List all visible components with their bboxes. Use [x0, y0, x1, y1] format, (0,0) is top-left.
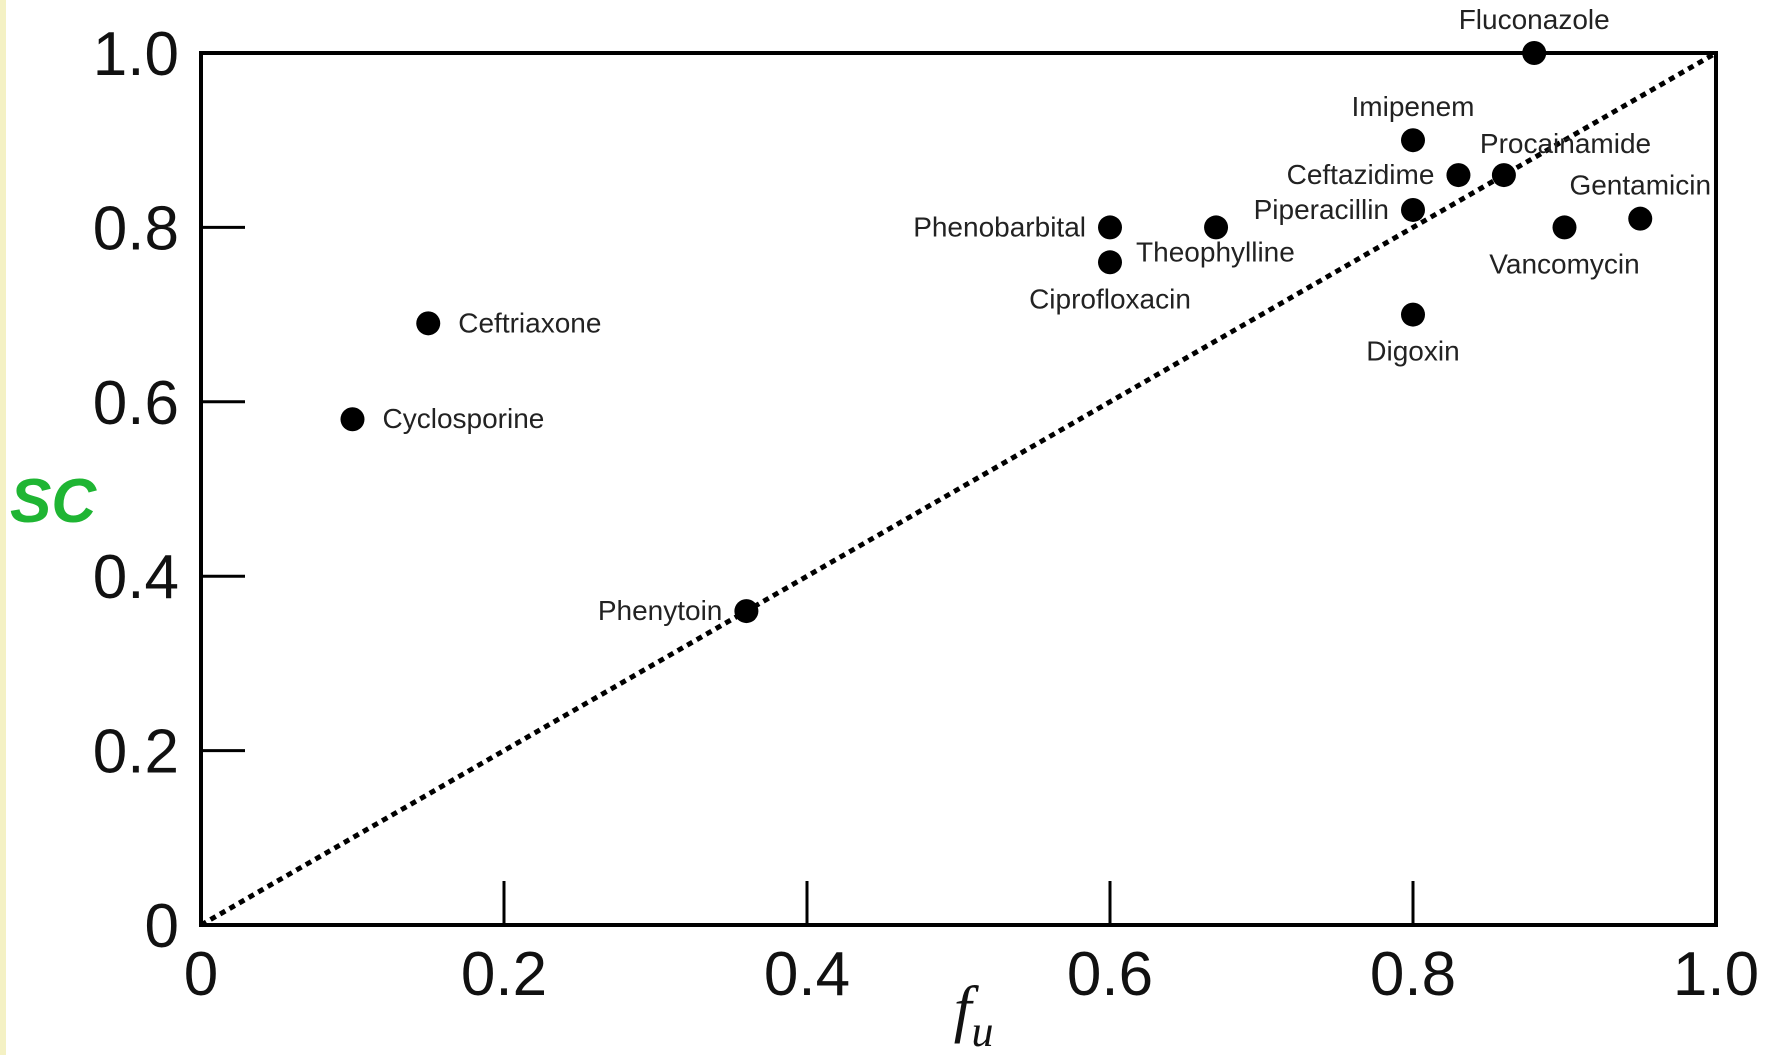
- point-label-gentamicin: Gentamicin: [1569, 170, 1711, 201]
- data-point-theophylline: [1204, 215, 1229, 240]
- point-label-fluconazole: Fluconazole: [1459, 4, 1610, 35]
- data-point-cyclosporine: [340, 407, 365, 432]
- y-tick-label: 0.6: [93, 369, 179, 438]
- point-label-vancomycin: Vancomycin: [1489, 248, 1639, 279]
- axis-ticks: [201, 225, 1415, 925]
- point-label-piperacillin: Piperacillin: [1254, 194, 1389, 225]
- point-label-phenobarbital: Phenobarbital: [913, 211, 1086, 242]
- x-tick-label: 0.8: [1370, 940, 1456, 1009]
- point-label-ceftriaxone: Ceftriaxone: [458, 307, 601, 338]
- data-point-gentamicin: [1628, 206, 1653, 231]
- x-tick-label: 0.6: [1067, 940, 1153, 1009]
- left-accent-strip: [0, 0, 6, 1055]
- y-axis-label: SC: [10, 467, 97, 536]
- reference-line-layer: [199, 50, 1718, 928]
- plot-area-frame: [199, 51, 1718, 927]
- y-tick-label: 0.8: [93, 194, 179, 263]
- data-points: [340, 41, 1653, 624]
- x-tick-label: 0: [184, 940, 218, 1009]
- x-axis-label: fu: [954, 973, 994, 1055]
- point-label-ceftazidime: Ceftazidime: [1287, 159, 1435, 190]
- data-point-digoxin: [1401, 302, 1425, 327]
- identity-reference-line: [199, 50, 1718, 928]
- data-point-ceftriaxone: [416, 311, 441, 336]
- data-point-phenytoin: [734, 599, 759, 624]
- data-point-phenobarbital: [1098, 215, 1122, 240]
- data-point-ciprofloxacin: [1098, 250, 1122, 275]
- y-tick-label: 0.4: [93, 543, 179, 612]
- x-tick-label: 1.0: [1673, 940, 1759, 1009]
- y-tick-label: 1.0: [93, 20, 179, 89]
- x-tick-label: 0.2: [461, 940, 547, 1009]
- point-label-ciprofloxacin: Ciprofloxacin: [1029, 283, 1191, 314]
- point-label-imipenem: Imipenem: [1352, 91, 1475, 122]
- data-point-imipenem: [1401, 128, 1425, 153]
- point-label-cyclosporine: Cyclosporine: [383, 403, 545, 434]
- x-tick-label: 0.4: [764, 940, 850, 1009]
- data-point-vancomycin: [1552, 215, 1577, 240]
- point-label-phenytoin: Phenytoin: [598, 595, 723, 626]
- y-tick-label: 0.2: [93, 718, 179, 787]
- axis-tick-labels: 0 0.2 0.4 0.6 0.8 1.0 0 0.2 0.4 0.6 0.8 1.0: [93, 20, 1759, 1009]
- y-tick-label: 0: [145, 892, 179, 961]
- x-axis-label-subscript: u: [972, 1007, 994, 1055]
- data-point-ceftazidime: [1446, 163, 1471, 188]
- data-point-piperacillin: [1401, 197, 1425, 222]
- point-label-digoxin: Digoxin: [1366, 336, 1459, 367]
- data-point-procainamide: [1491, 163, 1516, 188]
- point-label-procainamide: Procainamide: [1480, 128, 1651, 159]
- point-label-theophylline: Theophylline: [1136, 236, 1295, 267]
- data-point-fluconazole: [1522, 41, 1547, 65]
